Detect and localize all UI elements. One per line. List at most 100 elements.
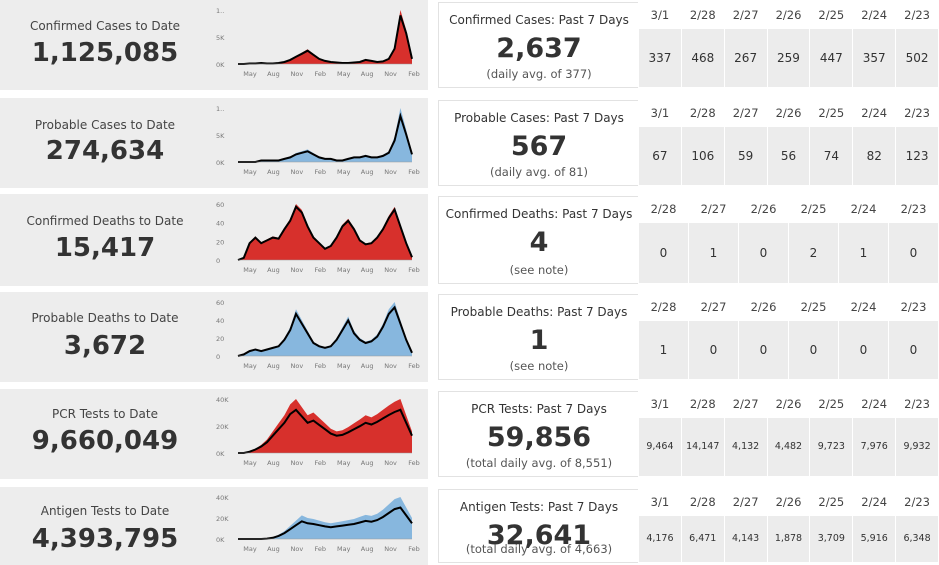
x-tick-label: Feb (408, 70, 420, 78)
y-tick-label: 40 (216, 317, 224, 325)
total-value: 15,417 (54, 233, 156, 263)
x-tick-label: May (243, 266, 257, 274)
daily-value-cell: 502 (896, 29, 938, 87)
x-tick-label: May (337, 70, 351, 78)
week-note: (total daily avg. of 4,663) (465, 542, 613, 556)
daily-table-antigen_tests: 3/1 4,176 2/28 6,471 2/27 4,143 2/26 1,878 2/25 3… (639, 489, 939, 563)
y-tick-label: 0 (216, 257, 220, 265)
daily-value-cell: 7,976 (853, 418, 896, 476)
date-header: 2/28 (689, 495, 716, 509)
left-card-pcr_tests: PCR Tests to Date 9,660,049 40K 20K 0K May Aug… (0, 389, 428, 479)
sparkline-area (238, 399, 412, 453)
daily-value-cell: 74 (810, 127, 853, 185)
date-header: 2/24 (861, 495, 888, 509)
date-header: 2/23 (904, 397, 930, 411)
date-header: 2/23 (900, 202, 927, 216)
total-value: 274,634 (45, 136, 165, 166)
total-title: PCR Tests to Date (51, 407, 158, 421)
daily-value-cell: 1 (689, 223, 738, 283)
date-header: 2/26 (775, 106, 802, 120)
daily-value-cell: 0 (839, 321, 888, 379)
week-title: Probable Deaths: Past 7 Days (450, 305, 628, 319)
total-title: Probable Deaths to Date (31, 311, 179, 325)
week-total: 2,637 (496, 33, 582, 64)
x-tick-label: Feb (408, 545, 420, 553)
x-tick-label: May (337, 168, 351, 176)
daily-value-cell: 6,471 (681, 516, 724, 562)
sparkline-chart: 60 40 20 0 May Aug Nov Feb May Aug Nov Feb (216, 201, 420, 274)
date-header: 2/26 (775, 495, 802, 509)
date-header: 2/28 (650, 300, 677, 314)
daily-value-cell: 4,176 (639, 516, 681, 562)
date-header: 2/28 (689, 397, 716, 411)
week-note: (total daily avg. of 8,551) (465, 456, 613, 470)
date-header: 3/1 (650, 397, 670, 411)
sparkline-chart: 40K 20K 0K May Aug Nov Feb May Aug Nov Feb (216, 494, 420, 553)
x-tick-label: Nov (291, 266, 304, 274)
y-tick-label: 0K (216, 61, 225, 69)
daily-value-cell: 267 (724, 29, 767, 87)
week-summary-probable_cases: Probable Cases: Past 7 Days 567 (daily avg… (438, 100, 638, 186)
date-header: 2/23 (904, 106, 930, 120)
daily-value-cell: 14,147 (681, 418, 724, 476)
y-tick-label: 5K (216, 34, 225, 42)
week-summary-antigen_tests: Antigen Tests: Past 7 Days 32,641 (total d… (438, 489, 638, 563)
daily-value-cell: 0 (739, 223, 788, 283)
x-tick-label: Feb (315, 459, 327, 467)
x-tick-label: May (243, 362, 257, 370)
x-tick-label: Feb (408, 459, 420, 467)
week-summary-pcr_tests: PCR Tests: Past 7 Days 59,856 (total daily… (438, 391, 638, 477)
date-header: 2/25 (800, 202, 827, 216)
daily-value-cell: 9,723 (810, 418, 853, 476)
date-header: 2/28 (689, 106, 716, 120)
y-tick-label: 0K (216, 536, 225, 544)
week-title: Confirmed Deaths: Past 7 Days (445, 207, 633, 221)
date-header: 2/24 (850, 300, 877, 314)
x-tick-label: Aug (267, 362, 280, 370)
sparkline-average-line (237, 205, 413, 261)
total-value: 3,672 (63, 331, 147, 361)
date-header: 2/26 (775, 397, 802, 411)
x-tick-label: Nov (291, 362, 304, 370)
x-tick-label: Nov (291, 168, 304, 176)
y-tick-label: 0K (216, 159, 225, 167)
daily-value-cell: 3,709 (810, 516, 853, 562)
sparkline-chart: 1.. 5K 0K May Aug Nov Feb May Aug Nov Feb (216, 105, 420, 176)
daily-value-cell: 1,878 (767, 516, 810, 562)
x-tick-label: Feb (315, 545, 327, 553)
y-tick-label: 0 (216, 353, 220, 361)
week-title: Antigen Tests: Past 7 Days (459, 500, 619, 514)
y-tick-label: 60 (216, 201, 224, 209)
daily-value-cell: 468 (681, 29, 724, 87)
daily-value-cell: 4,482 (767, 418, 810, 476)
daily-value-cell: 82 (853, 127, 896, 185)
week-title: PCR Tests: Past 7 Days (471, 402, 607, 416)
daily-value-cell: 0 (789, 321, 838, 379)
daily-value-cell: 4,132 (724, 418, 767, 476)
x-tick-label: Aug (267, 266, 280, 274)
week-title: Probable Cases: Past 7 Days (454, 111, 624, 125)
x-tick-label: Nov (384, 70, 397, 78)
x-tick-label: Aug (361, 459, 374, 467)
y-tick-label: 5K (216, 132, 225, 140)
y-tick-label: 20K (216, 515, 229, 523)
date-header: 2/23 (900, 300, 927, 314)
date-header: 2/27 (732, 397, 759, 411)
left-card-probable_deaths: Probable Deaths to Date 3,672 60 40 20 0 May Au… (0, 292, 428, 382)
sparkline-area (238, 204, 412, 260)
daily-value-cell: 447 (810, 29, 853, 87)
y-tick-label: 1.. (216, 7, 224, 15)
date-header: 2/27 (732, 106, 759, 120)
daily-value-cell: 6,348 (896, 516, 938, 562)
left-card-confirmed_deaths: Confirmed Deaths to Date 15,417 60 40 20 0 May… (0, 194, 428, 286)
daily-value-cell: 9,464 (639, 418, 681, 476)
x-tick-label: Nov (291, 459, 304, 467)
week-total: 1 (529, 325, 549, 356)
x-tick-label: Feb (315, 70, 327, 78)
week-summary-confirmed_deaths: Confirmed Deaths: Past 7 Days 4 (see note) (438, 196, 638, 284)
week-total: 59,856 (486, 422, 592, 453)
date-header: 2/24 (850, 202, 877, 216)
x-tick-label: Nov (384, 459, 397, 467)
date-header: 2/28 (650, 202, 677, 216)
y-tick-label: 40 (216, 220, 224, 228)
